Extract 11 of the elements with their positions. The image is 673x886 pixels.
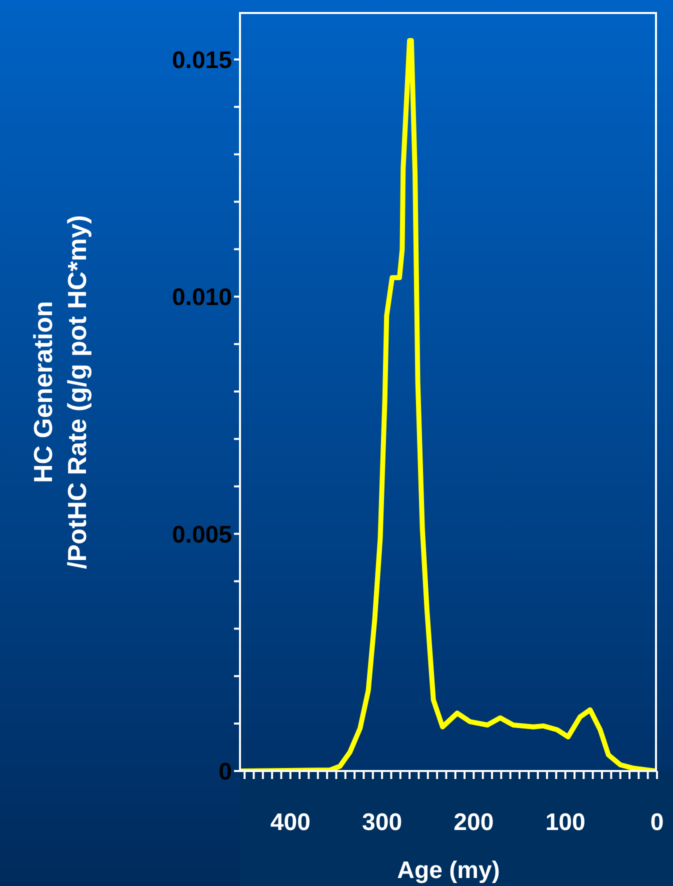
x-tick-label: 300 [362, 809, 402, 836]
y-tick-label: 0.005 [172, 521, 232, 548]
x-tick-label: 400 [270, 809, 310, 836]
x-tick-label: 0 [650, 809, 664, 836]
y-tick-label: 0.010 [172, 284, 232, 312]
x-tick-label: 200 [454, 809, 494, 836]
y-tick-label: 0.015 [172, 46, 232, 74]
y-axis-title: HC Generation /PotHC Rate (g/g pot HC*my) [27, 214, 93, 568]
y-tick-label: 0 [218, 758, 232, 786]
x-tick-label: 100 [545, 809, 586, 836]
x-axis-title: Age (my) [397, 857, 500, 884]
